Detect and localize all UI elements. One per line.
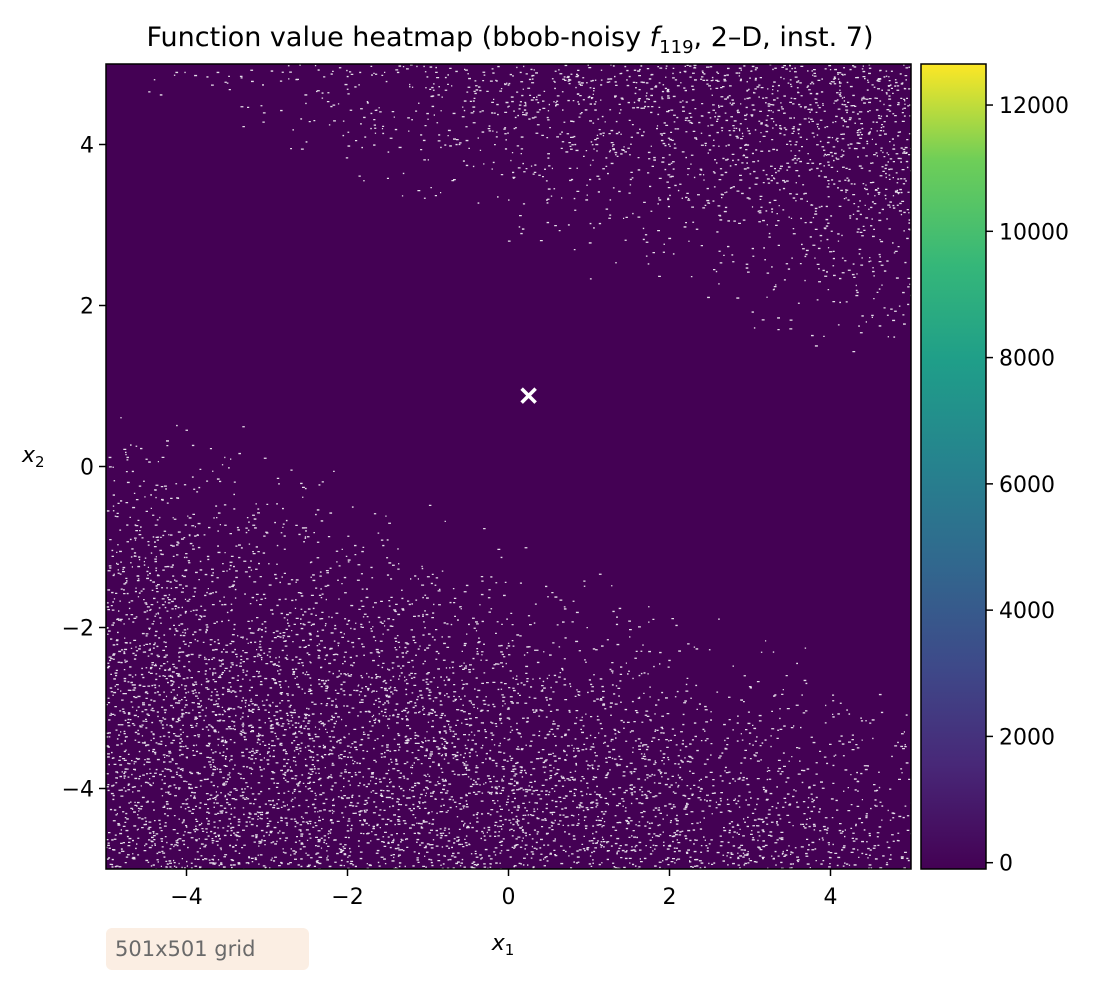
noise-speckle-path	[106, 64, 911, 869]
y-tick-label: −2	[62, 617, 94, 642]
y-axis-label: x2	[21, 443, 45, 471]
y-tick-label: −4	[62, 778, 94, 803]
colorbar-tick-label: 10000	[999, 220, 1069, 245]
optimum-marker-stroke	[520, 387, 537, 404]
x-tick-label: 0	[502, 885, 516, 910]
x-tick-label: −4	[170, 885, 202, 910]
y-tick-label: 0	[80, 456, 94, 481]
colorbar-tick-label: 6000	[999, 473, 1055, 498]
x-axis: −4 −2 0 2 4	[170, 869, 838, 910]
colorbar-tick-label: 2000	[999, 725, 1055, 750]
x-tick-label: −2	[331, 885, 363, 910]
optimum-marker	[520, 387, 537, 404]
heatmap-background	[106, 64, 911, 869]
x-tick-label: 2	[663, 885, 677, 910]
heatmap-plot-area	[105, 63, 912, 870]
colorbar: 0 2000 4000 6000 8000 10000 12000	[920, 63, 1069, 877]
colorbar-tick-label: 12000	[999, 94, 1069, 119]
x-axis-label: x1	[491, 931, 515, 959]
colorbar-tick-label: 8000	[999, 347, 1055, 372]
colorbar-tick-label: 0	[999, 852, 1013, 877]
noise-speckles	[106, 64, 911, 869]
grid-size-badge: 501x501 grid	[106, 928, 309, 970]
chart-title: Function value heatmap (bbob-noisy f119,…	[147, 22, 874, 58]
y-tick-label: 4	[80, 134, 94, 159]
colorbar-tick-label: 4000	[999, 599, 1055, 624]
colorbar-bar	[920, 63, 987, 870]
grid-size-label: 501x501 grid	[115, 937, 255, 961]
y-axis: −4 −2 0 2 4	[62, 134, 106, 803]
y-tick-label: 2	[80, 295, 94, 320]
colorbar-ticks: 0 2000 4000 6000 8000 10000 12000	[986, 94, 1069, 877]
x-tick-label: 4	[824, 885, 838, 910]
